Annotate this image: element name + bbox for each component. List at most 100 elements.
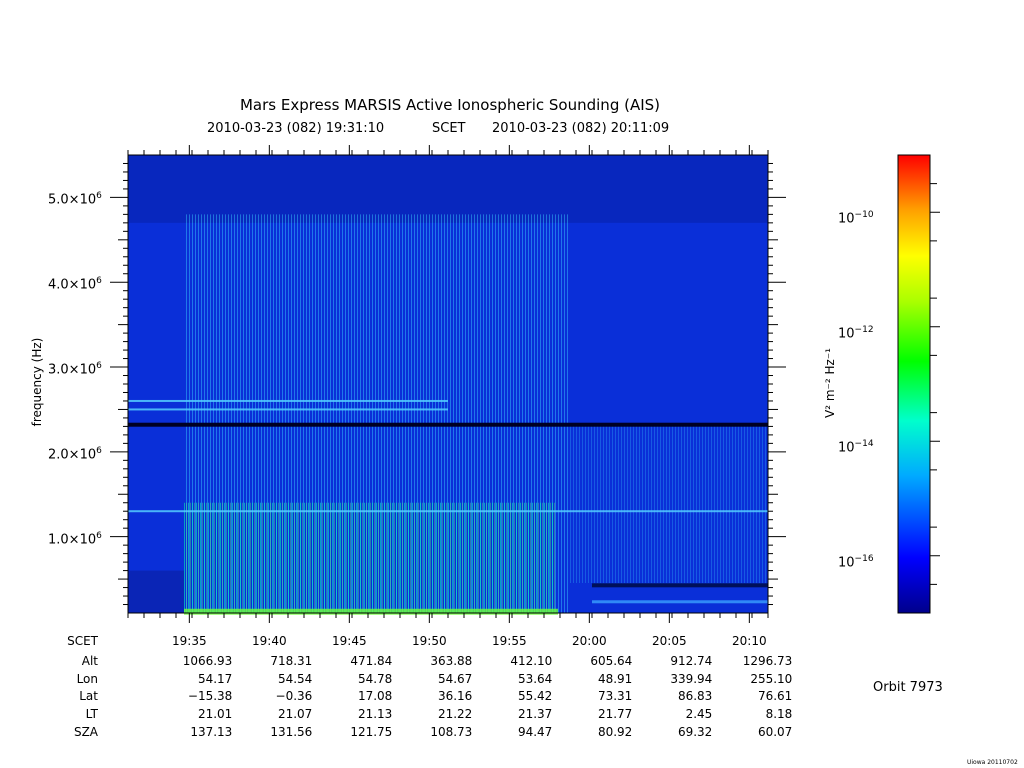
y-tick-mantissa: 3.0×10 [48, 362, 97, 378]
colorbar-tick-base: 10 [838, 555, 855, 571]
y-tick-exponent: 6 [96, 445, 102, 456]
ephemeris-cell: −15.38 [187, 689, 233, 703]
y-tick-label: 5.0×106 [48, 189, 102, 207]
ephemeris-row-label: SCET [67, 634, 98, 648]
colorbar-tick-label: 10−10 [838, 208, 874, 226]
ephemeris-cell: 21.13 [357, 707, 393, 721]
y-tick-mantissa: 1.0×10 [48, 531, 97, 547]
post-active-stripes [568, 426, 768, 583]
ephemeris-cell: 121.75 [350, 725, 393, 739]
ephemeris-row-label: Alt [81, 654, 98, 668]
ephemeris-cell: 54.54 [277, 672, 313, 686]
ephemeris-cell: 94.47 [517, 725, 553, 739]
chart-title: Mars Express MARSIS Active Ionospheric S… [239, 96, 661, 114]
y-tick-mantissa: 4.0×10 [48, 277, 97, 293]
ephemeris-cell: 21.77 [597, 707, 633, 721]
ephemeris-cell: 73.31 [597, 689, 633, 703]
ephemeris-cell: 19:50 [412, 634, 447, 648]
colorbar-tick-exponent: −16 [854, 553, 874, 564]
colorbar-tick-base: 10 [838, 211, 855, 227]
ephemeris-cell: 20:00 [572, 634, 607, 648]
ephemeris-cell: 471.84 [350, 654, 393, 668]
colorbar-tick-label: 10−16 [838, 552, 874, 570]
ephemeris-cell: 19:35 [172, 634, 207, 648]
ephemeris-cell: 80.92 [597, 725, 633, 739]
ephemeris-cell: 412.10 [510, 654, 553, 668]
ephemeris-cell: −0.36 [275, 689, 313, 703]
colorbar-tick-label: 10−14 [838, 437, 874, 455]
time-range-end: 2010-03-23 (082) 20:11:09 [492, 121, 670, 136]
ephemeris-row-label: LT [85, 707, 98, 721]
footer-credit: Uiowa 20110702 [967, 759, 1018, 766]
colorbar-tick-base: 10 [838, 440, 855, 456]
ephemeris-cell: 21.37 [517, 707, 553, 721]
ephemeris-cell: 1296.73 [742, 654, 793, 668]
ephemeris-cell: 48.91 [597, 672, 633, 686]
ephemeris-cell: 55.42 [517, 689, 553, 703]
ephemeris-cell: 137.13 [190, 725, 233, 739]
ephemeris-cell: 60.07 [757, 725, 793, 739]
ephemeris-cell: 131.56 [270, 725, 313, 739]
black-horizontal-line [128, 422, 768, 427]
orbit-label: Orbit 7973 [873, 680, 943, 695]
cyan-line-0 [128, 408, 448, 411]
ephemeris-cell: 605.64 [590, 654, 633, 668]
colorbar [897, 154, 931, 614]
ephemeris-cell: 20:05 [652, 634, 687, 648]
y-axis-label: frequency (Hz) [30, 337, 44, 427]
ephemeris-cell: 912.74 [670, 654, 713, 668]
low-frequency-echoes [184, 502, 556, 613]
time-range-scet: SCET [432, 121, 466, 136]
spectrogram-plot-area [128, 155, 768, 615]
ephemeris-cell: 36.16 [437, 689, 473, 703]
ephemeris-cell: 21.22 [437, 707, 473, 721]
time-range-start: 2010-03-23 (082) 19:31:10 [207, 121, 385, 136]
y-tick-exponent: 6 [96, 276, 102, 287]
ephemeris-cell: 20:10 [732, 634, 767, 648]
colorbar-tick-exponent: −12 [854, 324, 874, 335]
ephemeris-cell: 8.18 [765, 707, 793, 721]
dark-low-band [592, 583, 768, 588]
cyan-line-1 [128, 399, 448, 402]
colorbar-tick-base: 10 [838, 326, 855, 342]
ephemeris-row-label: SZA [73, 725, 98, 739]
colorbar-tick-exponent: −10 [854, 210, 874, 221]
ephemeris-cell: 108.73 [430, 725, 473, 739]
y-tick-label: 2.0×106 [48, 444, 102, 462]
ephemeris-cell: 363.88 [430, 654, 473, 668]
ephemeris-cell: 339.94 [670, 672, 713, 686]
ephemeris-cell: 2.45 [685, 707, 713, 721]
ephemeris-cell: 1066.93 [182, 654, 233, 668]
y-tick-exponent: 6 [96, 191, 102, 202]
ephemeris-cell: 17.08 [357, 689, 393, 703]
colorbar-ticks [930, 183, 940, 585]
ephemeris-cell: 53.64 [517, 672, 553, 686]
colorbar-tick-label: 10−12 [838, 323, 874, 341]
ephemeris-cell: 19:45 [332, 634, 367, 648]
ground-echo-band [184, 608, 558, 615]
y-tick-exponent: 6 [96, 530, 102, 541]
y-tick-mantissa: 2.0×10 [48, 447, 97, 463]
ephemeris-row-label: Lon [76, 672, 98, 686]
ephemeris-cell: 718.31 [270, 654, 313, 668]
ephemeris-cell: 21.01 [197, 707, 233, 721]
ephemeris-cell: 19:55 [492, 634, 527, 648]
ephemeris-cell: 255.10 [750, 672, 793, 686]
ephemeris-cell: 69.32 [677, 725, 713, 739]
y-tick-label: 3.0×106 [48, 359, 102, 377]
plot-axes [110, 145, 786, 623]
y-tick-label: 1.0×106 [48, 529, 102, 547]
ephemeris-cell: 54.78 [357, 672, 393, 686]
y-tick-exponent: 6 [96, 361, 102, 372]
ephemeris-cell: 54.67 [437, 672, 473, 686]
y-tick-mantissa: 5.0×10 [48, 192, 97, 208]
colorbar-tick-exponent: −14 [854, 439, 874, 450]
ephemeris-cell: 21.07 [277, 707, 313, 721]
colorbar-unit-label: V² m⁻² Hz⁻¹ [823, 348, 837, 418]
low-cyan-band [592, 600, 768, 604]
left-quiet-region [128, 570, 184, 613]
ephemeris-row-label: Lat [79, 689, 98, 703]
cyan-line-2 [128, 510, 768, 513]
y-tick-label: 4.0×106 [48, 274, 102, 292]
